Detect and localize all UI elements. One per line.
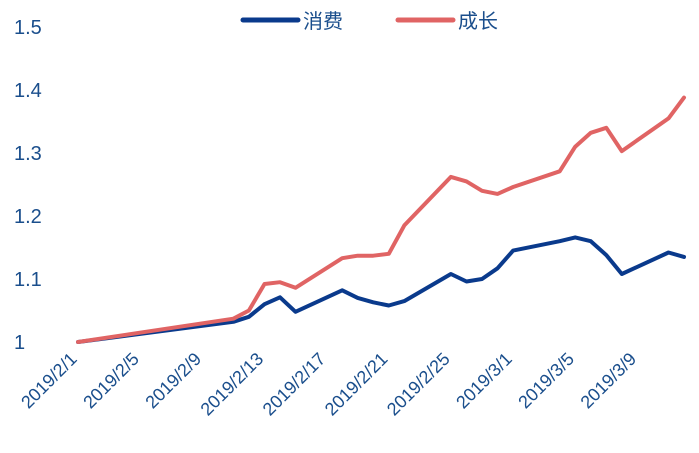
y-tick-label: 1.4 (14, 80, 42, 102)
x-tick-label: 2019/2/21 (321, 349, 392, 420)
x-tick-label: 2019/3/9 (577, 349, 641, 413)
x-axis: 2019/2/12019/2/52019/2/92019/2/132019/2/… (17, 349, 640, 420)
legend: 消费 成长 (240, 9, 498, 33)
legend-label: 成长 (458, 9, 498, 33)
y-tick-label: 1.1 (14, 269, 42, 291)
x-tick-label: 2019/2/25 (383, 349, 454, 420)
series-line-1 (76, 235, 686, 344)
x-tick-label: 2019/2/9 (141, 349, 205, 413)
legend-label: 消费 (303, 9, 343, 33)
x-tick-label: 2019/2/17 (259, 349, 330, 420)
series-layer (76, 95, 686, 344)
y-tick-label: 1 (14, 332, 25, 354)
x-tick-label: 2019/3/5 (514, 349, 578, 413)
x-tick-label: 2019/2/13 (197, 349, 268, 420)
y-tick-label: 1.5 (14, 17, 42, 39)
x-tick-label: 2019/2/1 (17, 349, 81, 413)
y-tick-label: 1.2 (14, 206, 42, 228)
y-axis: 1 1.1 1.2 1.3 1.4 1.5 (14, 17, 42, 354)
series-line-2 (76, 95, 686, 344)
x-tick-label: 2019/2/5 (79, 349, 143, 413)
x-tick-label: 2019/3/1 (452, 349, 516, 413)
y-tick-label: 1.3 (14, 143, 42, 165)
